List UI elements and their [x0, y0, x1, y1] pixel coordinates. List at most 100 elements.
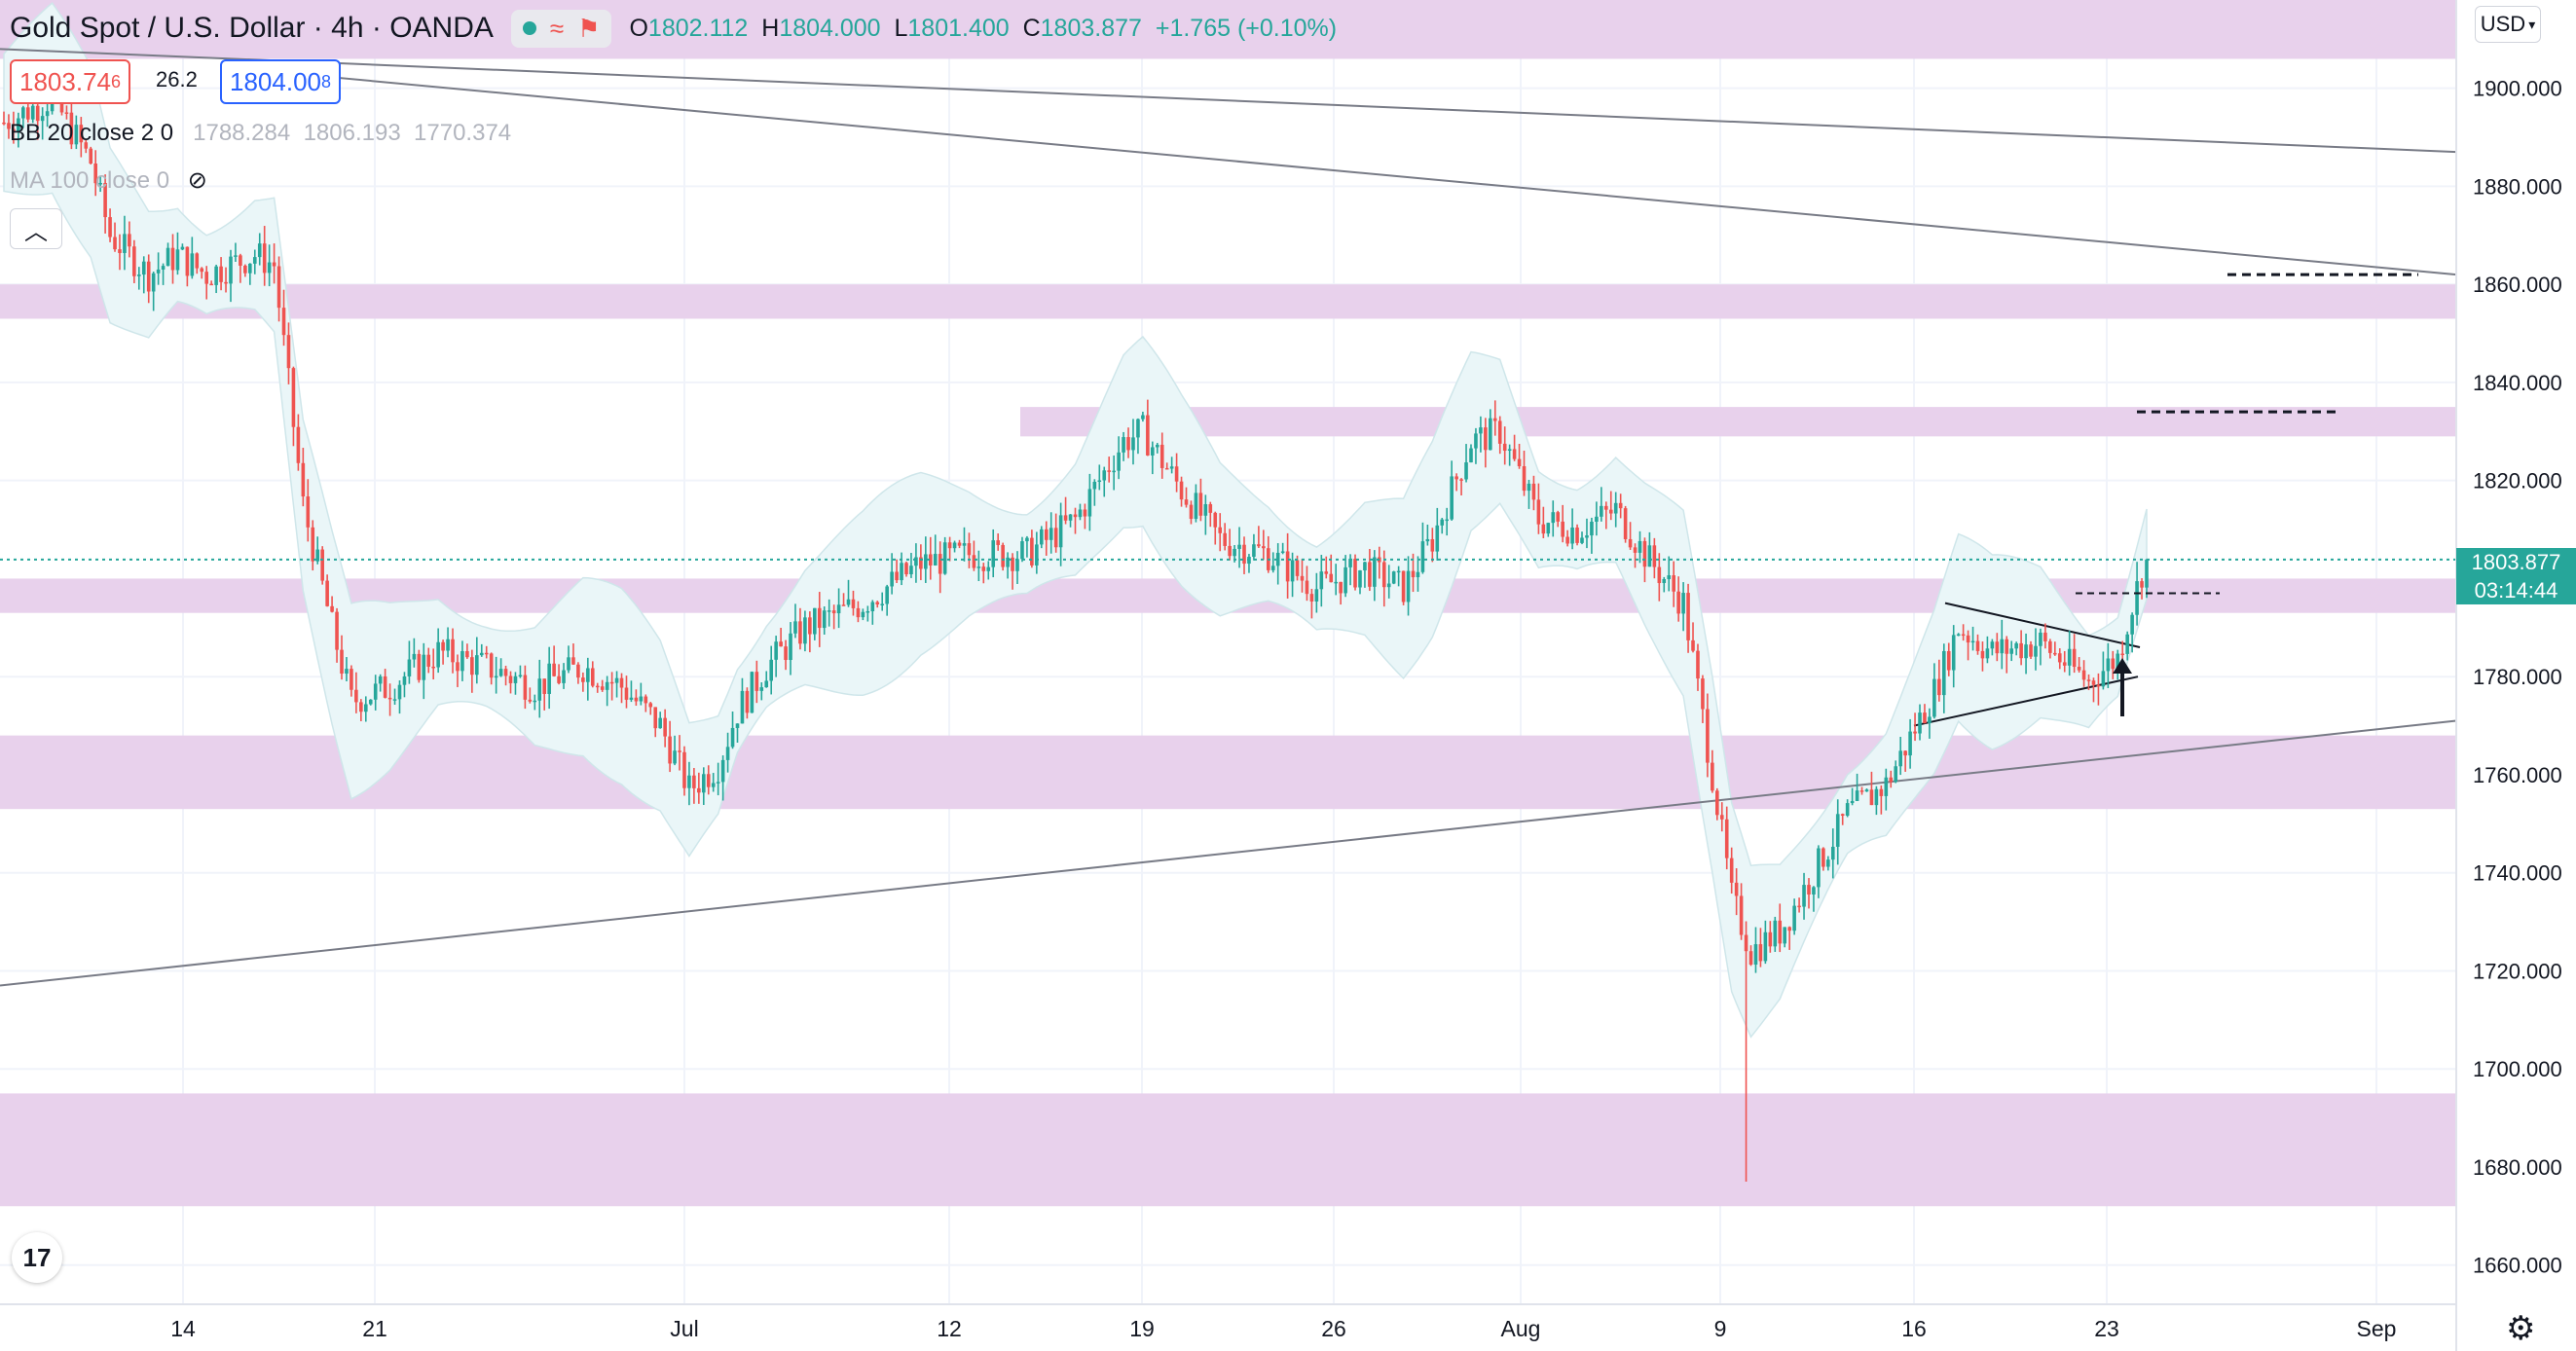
candle-body — [861, 611, 865, 618]
time-tick-label: 23 — [2094, 1316, 2119, 1341]
current-price-tag: 1803.877 — [2456, 548, 2576, 577]
candle-body — [1484, 427, 1488, 451]
candle-body — [1223, 532, 1227, 546]
time-tick-label: 14 — [170, 1316, 196, 1341]
candle-body — [678, 750, 681, 752]
candle-body — [986, 566, 991, 571]
candle-body — [634, 697, 639, 702]
candle-body — [1208, 504, 1213, 513]
candle-body — [1822, 848, 1825, 867]
candle-body — [605, 681, 609, 690]
candle-body — [185, 246, 190, 276]
candle-body — [1218, 527, 1223, 533]
tradingview-logo[interactable]: 17 — [12, 1232, 62, 1283]
candle-body — [687, 775, 691, 788]
candle-body — [750, 672, 754, 713]
eye-off-icon[interactable]: ⊘ — [187, 167, 207, 194]
candle-body — [1006, 557, 1010, 567]
candle-body — [243, 265, 247, 274]
price-tick-label: 1760.000 — [2473, 763, 2562, 787]
candle-body — [1459, 479, 1463, 481]
candle-body — [1753, 944, 1758, 966]
candle-body — [967, 543, 972, 556]
candle-body — [1691, 639, 1695, 651]
candle-body — [330, 605, 334, 612]
candle-body — [1527, 483, 1531, 492]
currency-selector[interactable]: USD ▾ — [2475, 6, 2541, 43]
candle-body — [870, 602, 875, 611]
candle-body — [1928, 716, 1932, 724]
candle-body — [1701, 678, 1705, 710]
candle-body — [1348, 559, 1352, 567]
ma-indicator-legend[interactable]: MA 100 close 0 ⊘ — [10, 167, 207, 194]
candle-body — [407, 659, 412, 676]
candle-body — [1748, 951, 1753, 966]
candle-body — [1358, 570, 1362, 588]
candle-body — [2048, 640, 2052, 653]
candle-body — [1561, 521, 1564, 537]
candle-body — [45, 111, 50, 117]
candle-body — [1937, 678, 1941, 696]
candle-body — [2000, 639, 2005, 654]
candle-body — [1053, 528, 1058, 548]
candle-body — [1270, 566, 1275, 570]
candle-body — [151, 273, 156, 292]
candle-body — [1122, 437, 1125, 453]
candle-body — [69, 112, 74, 145]
candle-body — [1879, 788, 1884, 796]
candle-body — [1334, 581, 1338, 584]
candle-body — [412, 653, 417, 660]
candle-body — [451, 639, 455, 663]
candle-body — [629, 697, 634, 700]
candle-body — [581, 677, 585, 682]
candle-body — [947, 542, 952, 549]
gear-icon[interactable]: ⚙ — [2506, 1310, 2536, 1347]
candle-body — [460, 650, 464, 672]
candle-body — [296, 426, 301, 463]
candle-body — [542, 678, 547, 694]
sr-zone — [0, 284, 2456, 319]
candle-body — [431, 666, 435, 669]
candle-body — [769, 659, 773, 681]
candle-body — [1946, 650, 1951, 671]
buy-price-button[interactable]: 1804.00 8 — [220, 59, 341, 104]
candle-body — [817, 607, 822, 629]
price-tick-label: 1820.000 — [2473, 469, 2562, 493]
descending-trendline — [0, 48, 2457, 154]
candle-body — [132, 246, 136, 276]
triangle-lower — [1913, 676, 2139, 727]
candle-body — [239, 255, 242, 266]
candle-body — [1343, 566, 1347, 594]
price-tick-label: 1740.000 — [2473, 861, 2562, 886]
bb-indicator-legend[interactable]: BB 20 close 2 0 1788.284 1806.193 1770.3… — [10, 120, 512, 146]
candle-body — [64, 112, 69, 114]
candle-body — [827, 610, 831, 612]
candle-body — [1657, 566, 1662, 584]
candle-body — [639, 696, 644, 702]
candle-body — [972, 555, 976, 568]
collapse-legend-button[interactable]: ︿ — [10, 208, 62, 249]
candle-body — [1918, 712, 1922, 734]
candle-body — [1734, 882, 1739, 896]
candle-body — [759, 687, 764, 691]
candle-body — [1450, 476, 1454, 520]
candle-body — [1744, 934, 1748, 952]
candle-body — [1724, 819, 1729, 858]
candle-body — [1464, 462, 1468, 480]
symbol-title[interactable]: Gold Spot / U.S. Dollar · 4h · OANDA — [10, 12, 494, 44]
candle-body — [229, 256, 233, 284]
candle-body — [2, 122, 6, 125]
candle-body — [1686, 593, 1690, 640]
market-open-icon — [522, 21, 536, 35]
candle-body — [1517, 458, 1522, 467]
candle-body — [668, 736, 672, 764]
candle-body — [2062, 662, 2067, 666]
candle-body — [441, 641, 445, 651]
candle-body — [1951, 635, 1956, 671]
candle-body — [2039, 632, 2042, 646]
status-pill[interactable]: ≈ ⚑ — [510, 9, 612, 48]
candle-body — [648, 703, 653, 708]
candle-body — [1961, 634, 1966, 637]
sell-price-button[interactable]: 1803.74 6 — [10, 59, 130, 104]
